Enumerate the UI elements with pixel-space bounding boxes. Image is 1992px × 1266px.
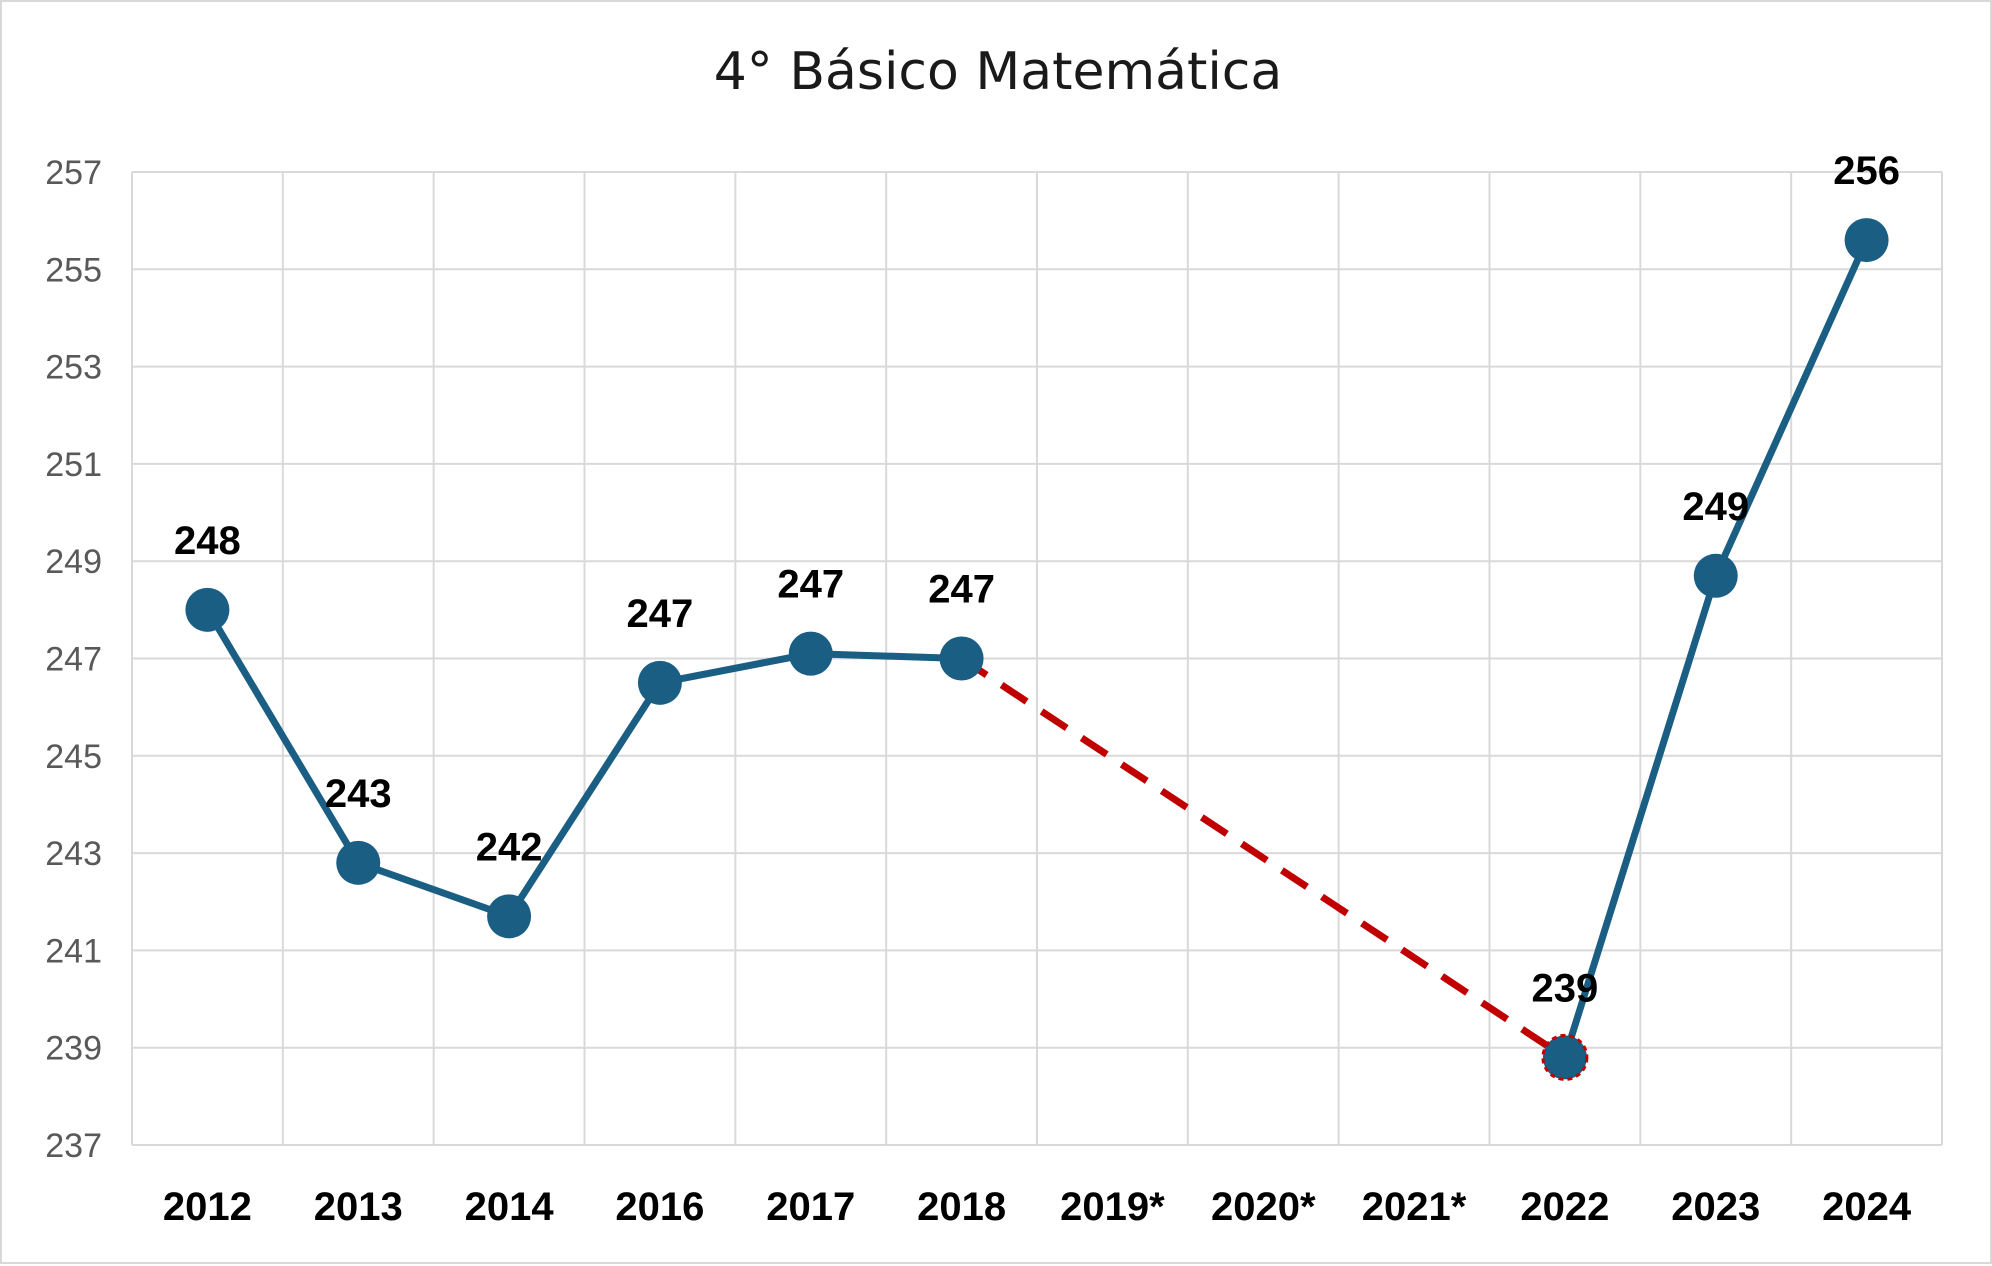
- y-tick-label: 257: [45, 154, 102, 192]
- data-label: 249: [1682, 485, 1749, 529]
- data-point-marker: [185, 587, 230, 632]
- x-tick-label: 2016: [615, 1185, 704, 1229]
- y-tick-label: 239: [45, 1030, 102, 1068]
- data-point-marker: [1693, 553, 1738, 598]
- data-label: 248: [174, 519, 241, 563]
- x-tick-label: 2013: [314, 1185, 403, 1229]
- x-tick-label: 2023: [1671, 1185, 1760, 1229]
- chart-title: 4° Básico Matemática: [713, 42, 1283, 102]
- data-point-marker: [1844, 218, 1889, 263]
- x-tick-label: 2022: [1520, 1185, 1609, 1229]
- x-tick-label: 2024: [1822, 1185, 1912, 1229]
- data-label: 243: [325, 772, 392, 816]
- x-tick-label: 2020*: [1211, 1185, 1316, 1229]
- y-tick-label: 241: [45, 932, 102, 970]
- y-tick-label: 243: [45, 835, 102, 873]
- x-tick-label: 2014: [465, 1185, 555, 1229]
- data-point-marker: [1541, 1033, 1589, 1081]
- x-tick-label: 2012: [163, 1185, 252, 1229]
- data-label: 242: [476, 825, 543, 869]
- data-label: 247: [627, 592, 694, 636]
- data-point-marker: [637, 660, 682, 705]
- y-tick-label: 237: [45, 1127, 102, 1165]
- data-label: 239: [1532, 966, 1599, 1010]
- data-point-marker: [336, 840, 381, 885]
- x-tick-label: 2021*: [1362, 1185, 1467, 1229]
- data-label: 247: [777, 563, 844, 607]
- series-line: [204, 608, 962, 920]
- y-tick-label: 249: [45, 543, 102, 581]
- y-tick-label: 255: [45, 251, 102, 289]
- x-tick-label: 2019*: [1060, 1185, 1165, 1229]
- y-tick-label: 253: [45, 349, 102, 387]
- x-tick-label: 2017: [766, 1185, 855, 1229]
- data-point-marker: [487, 894, 532, 939]
- x-tick-label: 2018: [917, 1185, 1006, 1229]
- gap-bridge-dashed-line: [959, 655, 1567, 1061]
- data-point-marker: [939, 636, 984, 681]
- series-line: [1561, 238, 1870, 1059]
- data-label: 247: [928, 568, 995, 612]
- data-point-marker: [788, 631, 833, 676]
- y-tick-label: 247: [45, 641, 102, 679]
- y-tick-label: 251: [45, 446, 102, 484]
- data-label: 256: [1833, 149, 1900, 193]
- y-tick-label: 245: [45, 738, 102, 776]
